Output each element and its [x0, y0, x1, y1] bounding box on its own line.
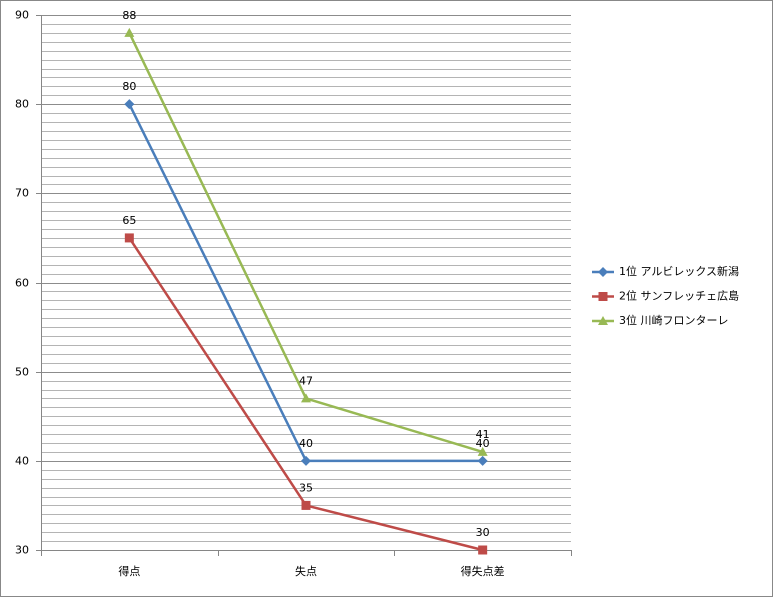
data-label: 35: [299, 481, 313, 494]
marker: [301, 393, 311, 403]
data-label: 80: [122, 80, 136, 93]
data-label: 30: [476, 526, 490, 539]
marker: [301, 500, 311, 510]
legend-label: 3位 川崎フロンターレ: [619, 313, 729, 327]
marker: [301, 455, 311, 466]
data-label: 47: [299, 374, 313, 387]
marker: [124, 233, 134, 243]
data-label: 40: [299, 437, 313, 450]
y-tick-label: 70: [15, 187, 29, 200]
marker: [598, 267, 608, 277]
marker: [477, 455, 488, 466]
x-tick-label: 得点: [118, 565, 140, 578]
x-tick-label: 失点: [295, 565, 317, 578]
data-label: 41: [476, 428, 490, 441]
y-tick-label: 80: [15, 98, 29, 111]
data-label: 65: [122, 214, 136, 227]
y-tick-label: 60: [15, 277, 29, 290]
marker: [124, 99, 135, 110]
data-label: 88: [122, 9, 136, 22]
legend-label: 2位 サンフレッチェ広島: [619, 289, 739, 303]
data-label: 40: [476, 437, 490, 450]
y-tick-label: 50: [15, 366, 29, 379]
x-tick-label: 得失点差: [461, 564, 505, 578]
legend-label: 1位 アルビレックス新潟: [619, 264, 739, 278]
marker: [598, 292, 608, 301]
y-tick-label: 40: [15, 455, 29, 468]
marker: [477, 446, 488, 456]
marker: [478, 545, 488, 555]
marker: [124, 27, 135, 37]
marker: [598, 316, 608, 325]
y-tick-label: 30: [15, 544, 29, 557]
y-tick-label: 90: [15, 9, 29, 22]
